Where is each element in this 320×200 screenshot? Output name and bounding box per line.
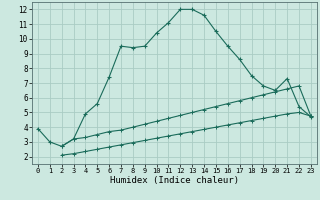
X-axis label: Humidex (Indice chaleur): Humidex (Indice chaleur) [110,176,239,185]
